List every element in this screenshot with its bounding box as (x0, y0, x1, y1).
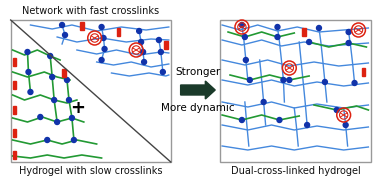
Circle shape (156, 37, 161, 42)
Circle shape (48, 53, 53, 59)
Bar (302, 28, 306, 36)
Circle shape (99, 57, 104, 62)
Circle shape (316, 26, 321, 30)
Bar (11, 20, 171, 162)
Circle shape (247, 78, 252, 82)
Circle shape (139, 39, 144, 44)
Circle shape (38, 114, 43, 120)
Circle shape (275, 35, 280, 39)
Text: Hydrogel with slow crosslinks: Hydrogel with slow crosslinks (19, 166, 163, 176)
Bar (117, 28, 120, 36)
Text: Dual-cross-linked hydrogel: Dual-cross-linked hydrogel (231, 166, 361, 176)
Circle shape (160, 69, 165, 75)
Bar (62, 69, 66, 77)
FancyArrow shape (181, 81, 215, 99)
Text: Network with fast crosslinks: Network with fast crosslinks (22, 6, 159, 16)
Circle shape (55, 120, 60, 125)
Circle shape (239, 118, 244, 123)
Bar (13, 58, 16, 66)
Circle shape (352, 80, 357, 86)
Bar (13, 151, 16, 159)
Bar (220, 20, 371, 162)
Circle shape (65, 78, 70, 82)
Circle shape (25, 50, 30, 55)
Bar (164, 41, 167, 49)
Bar (80, 22, 84, 30)
Circle shape (239, 22, 244, 28)
Circle shape (50, 75, 55, 80)
Circle shape (26, 69, 31, 75)
Circle shape (281, 78, 286, 82)
Circle shape (275, 24, 280, 30)
Circle shape (346, 40, 351, 46)
Circle shape (346, 30, 351, 35)
Circle shape (277, 118, 282, 123)
Circle shape (158, 50, 163, 55)
Text: +: + (70, 99, 85, 117)
Circle shape (45, 138, 50, 143)
Circle shape (101, 35, 106, 40)
Circle shape (102, 46, 107, 51)
Circle shape (343, 123, 348, 127)
Bar (13, 81, 16, 89)
Text: More dynamic: More dynamic (161, 103, 235, 113)
Circle shape (243, 57, 248, 62)
Circle shape (141, 50, 146, 55)
Circle shape (137, 28, 142, 33)
Circle shape (287, 78, 292, 82)
Circle shape (305, 123, 310, 127)
Circle shape (322, 80, 327, 84)
Circle shape (60, 22, 65, 28)
Circle shape (99, 24, 104, 30)
Circle shape (261, 100, 266, 105)
Circle shape (52, 98, 57, 102)
Circle shape (307, 39, 311, 44)
Text: Stronger: Stronger (175, 67, 220, 77)
Circle shape (71, 138, 76, 143)
Circle shape (242, 35, 247, 39)
Circle shape (70, 116, 74, 120)
Circle shape (142, 60, 147, 64)
Bar (13, 129, 16, 137)
Bar (362, 68, 365, 76)
Bar (13, 106, 16, 114)
Circle shape (334, 107, 339, 112)
Circle shape (67, 98, 71, 102)
Circle shape (28, 89, 33, 94)
Circle shape (62, 33, 68, 37)
